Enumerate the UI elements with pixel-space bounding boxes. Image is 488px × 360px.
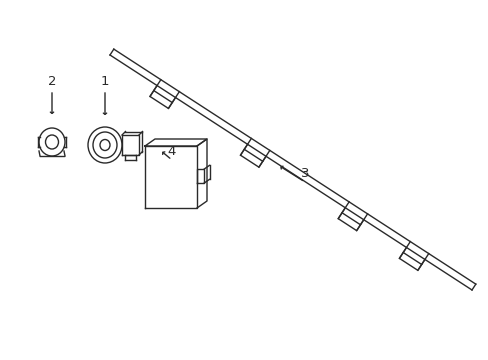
Text: 1: 1 — [101, 75, 109, 88]
Text: 4: 4 — [167, 145, 176, 158]
Text: 2: 2 — [48, 75, 56, 88]
Text: 3: 3 — [300, 167, 308, 180]
